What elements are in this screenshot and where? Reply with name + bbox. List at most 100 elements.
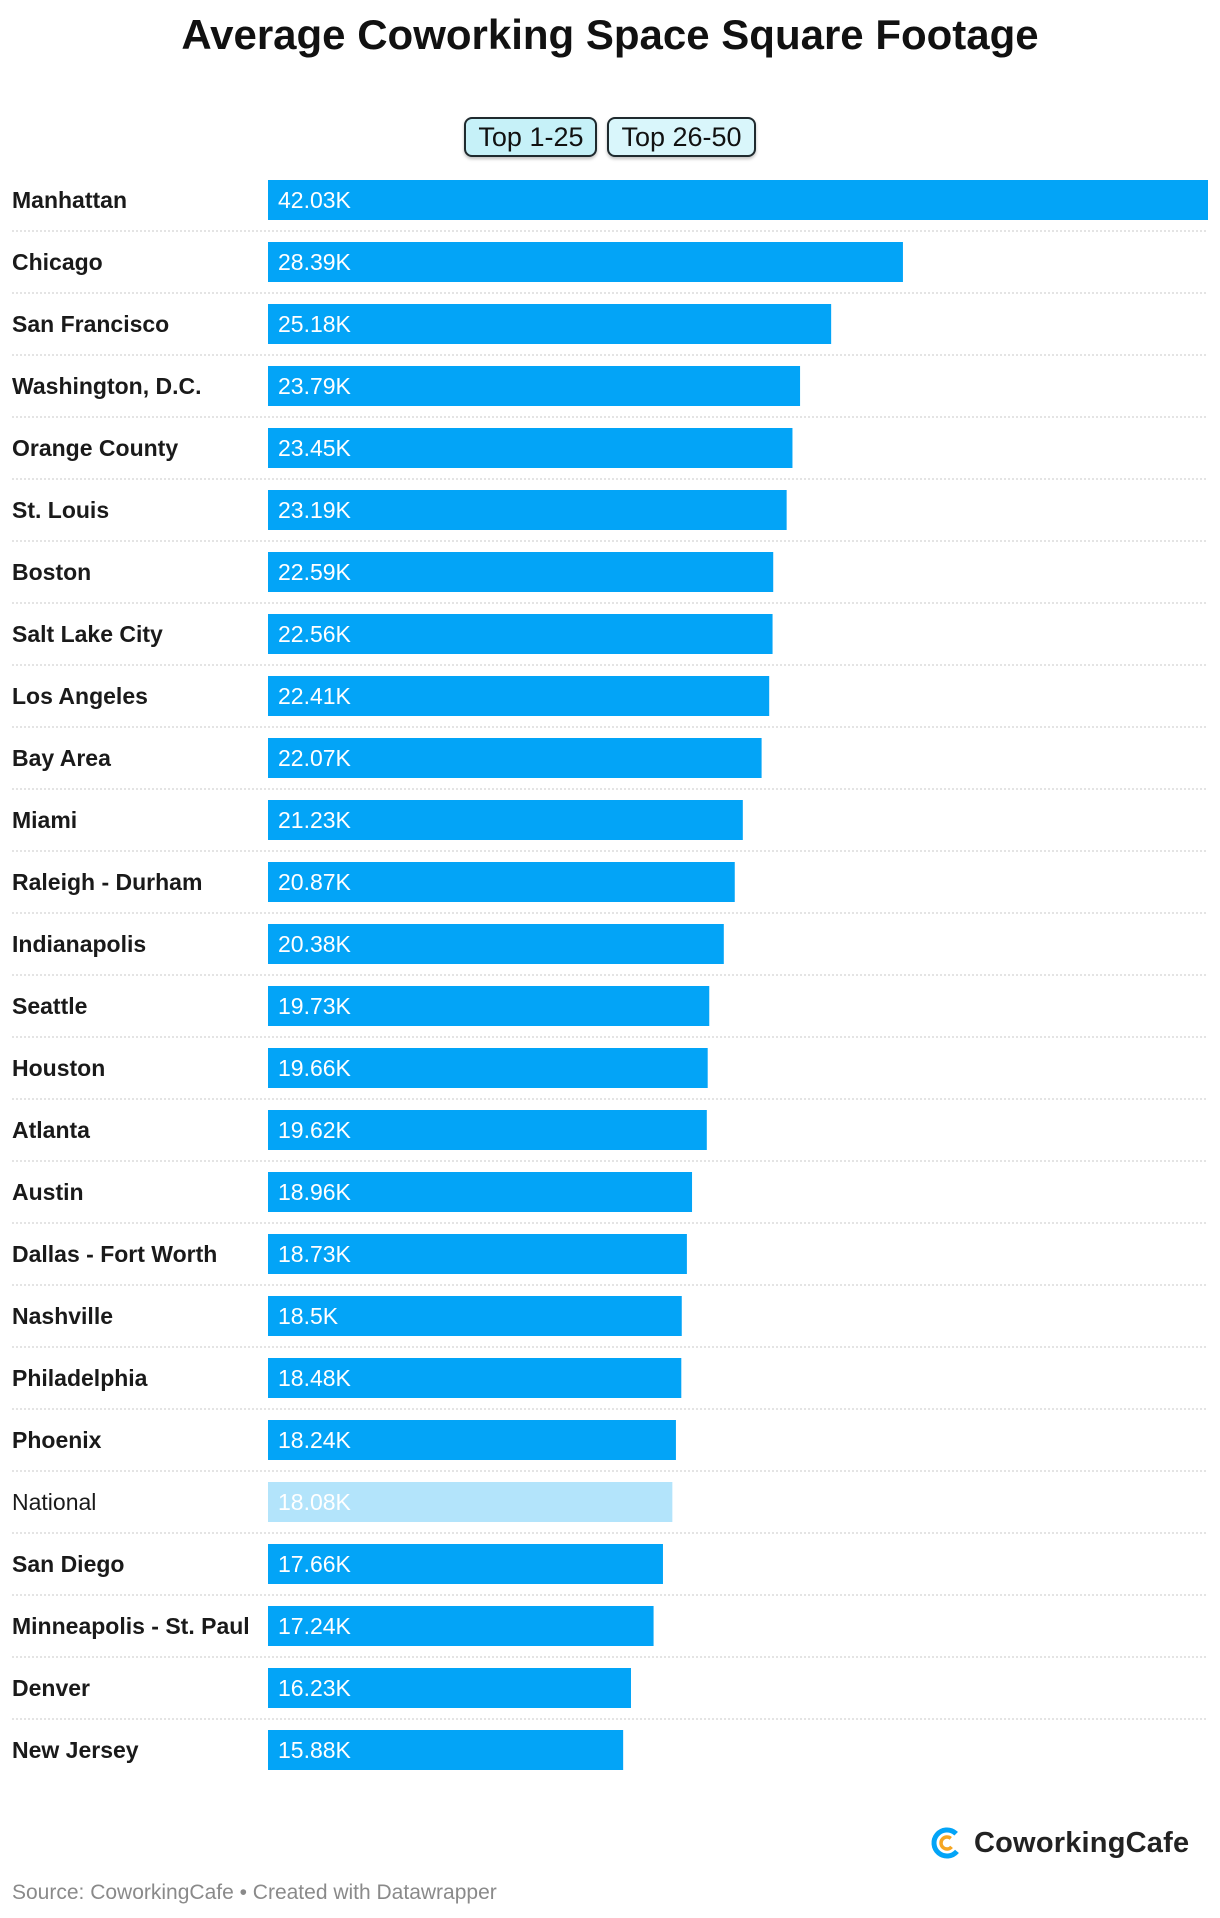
source-note: Source: CoworkingCafe • Created with Dat…	[12, 1881, 497, 1904]
category-label: Miami	[12, 807, 77, 833]
category-label: Minneapolis - St. Paul	[12, 1613, 250, 1639]
bar	[268, 1668, 631, 1708]
bar-row: Austin 18.96K	[12, 1172, 1208, 1224]
category-label: Orange County	[12, 435, 178, 461]
bar-row: Indianapolis 20.38K	[12, 924, 1208, 976]
bar	[268, 738, 762, 778]
bar	[268, 862, 735, 902]
tab-top-26-50[interactable]: Top 26-50	[607, 117, 756, 157]
bar	[268, 1730, 624, 1770]
bar-value-label: 23.19K	[278, 497, 352, 523]
category-label: Los Angeles	[12, 683, 148, 709]
bar-row: San Diego 17.66K	[12, 1544, 1208, 1596]
bar	[268, 614, 773, 654]
bar	[268, 428, 793, 468]
category-label: Philadelphia	[12, 1365, 148, 1391]
bar-value-label: 28.39K	[278, 249, 352, 275]
bar-value-label: 15.88K	[278, 1737, 352, 1763]
bar	[268, 676, 770, 716]
bar-row: Orange County 23.45K	[12, 428, 1208, 480]
bar-value-label: 19.73K	[278, 993, 352, 1019]
bar-row: Minneapolis - St. Paul 17.24K	[12, 1606, 1208, 1658]
category-label: Manhattan	[12, 187, 127, 213]
bar-national	[268, 1482, 673, 1522]
category-label: Denver	[12, 1675, 90, 1701]
category-label: St. Louis	[12, 497, 109, 523]
bar-value-label: 18.73K	[278, 1241, 352, 1267]
category-label: Houston	[12, 1055, 105, 1081]
bar	[268, 366, 801, 406]
bar-value-label: 23.79K	[278, 373, 352, 399]
bar-value-label: 18.24K	[278, 1427, 352, 1453]
bar-row: Salt Lake City 22.56K	[12, 614, 1208, 666]
tab-top-1-25[interactable]: Top 1-25	[464, 117, 598, 157]
bar-row: Dallas - Fort Worth 18.73K	[12, 1234, 1208, 1286]
bar	[268, 304, 832, 344]
bar-row: Nashville 18.5K	[12, 1296, 1208, 1348]
bar-value-label: 20.38K	[278, 931, 352, 957]
category-label: Atlanta	[12, 1117, 90, 1143]
bar	[268, 1172, 693, 1212]
bar-row: New Jersey 15.88K	[12, 1730, 624, 1770]
bar-value-label: 17.66K	[278, 1551, 352, 1577]
bar-row: Chicago 28.39K	[12, 242, 1208, 294]
category-label: New Jersey	[12, 1737, 139, 1763]
bar-value-label: 25.18K	[278, 311, 352, 337]
bar-row: Denver 16.23K	[12, 1668, 1208, 1720]
bar-value-label: 22.07K	[278, 745, 352, 771]
category-label: San Diego	[12, 1551, 124, 1577]
bar	[268, 1420, 676, 1460]
category-label: Chicago	[12, 249, 103, 275]
bar	[268, 1358, 682, 1398]
category-label: Indianapolis	[12, 931, 146, 957]
bar-value-label: 18.5K	[278, 1303, 339, 1329]
category-label: National	[12, 1489, 96, 1515]
bar-value-label: 22.56K	[278, 621, 352, 647]
bar	[268, 242, 903, 282]
bar	[268, 924, 724, 964]
bar-row: Phoenix 18.24K	[12, 1420, 1208, 1472]
bar-row: Washington, D.C. 23.79K	[12, 366, 1208, 418]
logo-text: CoworkingCafe	[974, 1826, 1190, 1859]
bar-value-label: 16.23K	[278, 1675, 352, 1701]
bar	[268, 1110, 707, 1150]
bar-value-label: 23.45K	[278, 435, 352, 461]
bar	[268, 1606, 654, 1646]
bar-value-label: 18.48K	[278, 1365, 352, 1391]
bar-row: Miami 21.23K	[12, 800, 1208, 852]
category-label: Dallas - Fort Worth	[12, 1241, 217, 1267]
bar	[268, 1544, 663, 1584]
bar-row: St. Louis 23.19K	[12, 490, 1208, 542]
chart-title: Average Coworking Space Square Footage	[181, 11, 1039, 58]
bar-row: Atlanta 19.62K	[12, 1110, 1208, 1162]
category-label: Salt Lake City	[12, 621, 163, 647]
category-label: Phoenix	[12, 1427, 102, 1453]
bar	[268, 180, 1208, 220]
category-label: Nashville	[12, 1303, 113, 1329]
bar-row: Boston 22.59K	[12, 552, 1208, 604]
bar-row: Bay Area 22.07K	[12, 738, 1208, 790]
category-label: San Francisco	[12, 311, 169, 337]
category-label: Bay Area	[12, 745, 111, 771]
bar-row: Los Angeles 22.41K	[12, 676, 1208, 728]
bar-value-label: 17.24K	[278, 1613, 352, 1639]
range-tabs: Top 1-25 Top 26-50	[0, 117, 1220, 157]
category-label: Seattle	[12, 993, 87, 1019]
bar-value-label: 42.03K	[278, 187, 352, 213]
bar-value-label: 18.96K	[278, 1179, 352, 1205]
bar-value-label: 19.66K	[278, 1055, 352, 1081]
bar-value-label: 21.23K	[278, 807, 352, 833]
bar-value-label: 19.62K	[278, 1117, 352, 1143]
bar	[268, 800, 743, 840]
bar	[268, 1048, 708, 1088]
bar-value-label: 22.59K	[278, 559, 352, 585]
bar-row: Houston 19.66K	[12, 1048, 1208, 1100]
bar	[268, 1296, 682, 1336]
bar	[268, 986, 710, 1026]
bar-value-label: 18.08K	[278, 1489, 352, 1515]
category-label: Washington, D.C.	[12, 373, 202, 399]
bar	[268, 552, 774, 592]
bar-row: Philadelphia 18.48K	[12, 1358, 1208, 1410]
bar-row: National 18.08K	[12, 1482, 1208, 1534]
